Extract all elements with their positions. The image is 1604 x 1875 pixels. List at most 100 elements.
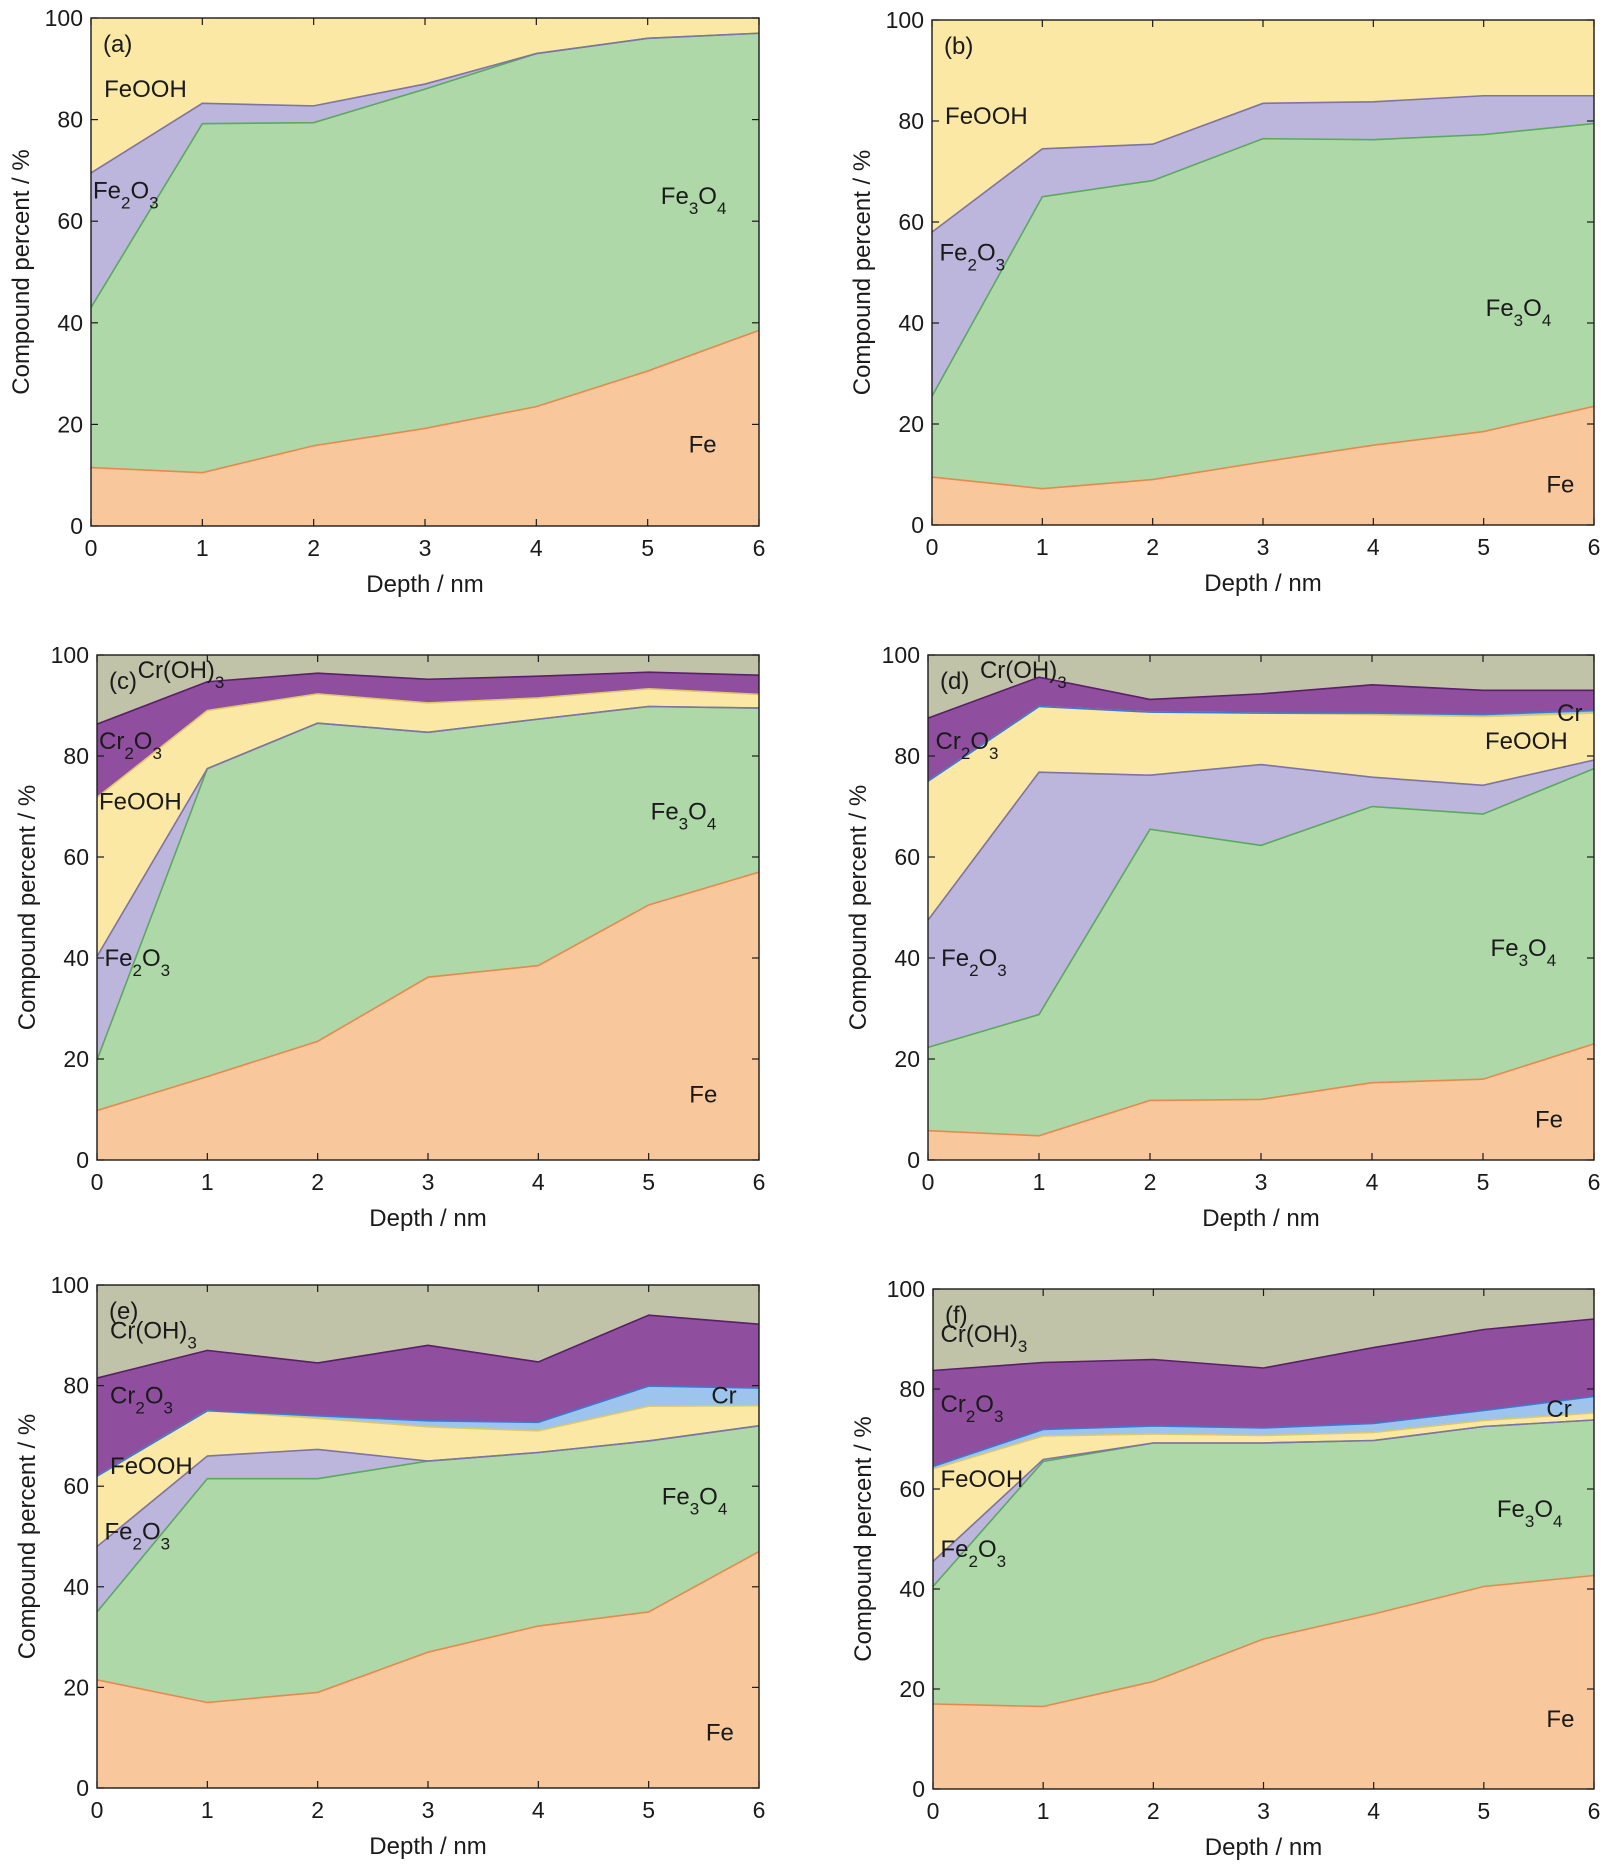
series-label-fe3o4: Fe3O4 bbox=[1497, 1496, 1563, 1531]
area-croh3 bbox=[97, 655, 759, 725]
series-label-feooh: FeOOH bbox=[104, 76, 187, 103]
y-tick-label: 80 bbox=[894, 743, 920, 769]
series-label-croh3: Cr(OH)3 bbox=[110, 1317, 197, 1352]
area-fe bbox=[97, 1551, 759, 1788]
line-fe2o3 bbox=[90, 32, 760, 174]
line-fe2o3 bbox=[927, 759, 1595, 921]
y-tick-label: 40 bbox=[63, 1574, 89, 1600]
series-label-feooh: FeOOH bbox=[110, 1453, 193, 1480]
x-tick-label: 4 bbox=[530, 535, 543, 561]
area-croh3 bbox=[928, 655, 1594, 719]
area-cr2o3 bbox=[933, 1319, 1594, 1467]
line-cr bbox=[96, 1385, 760, 1477]
area-croh3 bbox=[933, 1289, 1594, 1371]
panel-label: (e) bbox=[109, 1298, 138, 1325]
area-feooh bbox=[928, 706, 1594, 921]
line-fe bbox=[90, 329, 760, 474]
x-tick-label: 4 bbox=[532, 1169, 545, 1195]
y-tick-label: 100 bbox=[882, 642, 920, 668]
x-tick-label: 0 bbox=[927, 1798, 940, 1824]
y-tick-label: 0 bbox=[76, 1147, 89, 1173]
series-label-cr: Cr bbox=[711, 1383, 736, 1410]
line-fe bbox=[932, 1574, 1595, 1708]
y-tick-label: 40 bbox=[57, 310, 83, 336]
y-axis-title: Compound percent / % bbox=[845, 785, 872, 1030]
x-tick-label: 1 bbox=[201, 1169, 214, 1195]
y-tick-label: 0 bbox=[911, 512, 924, 538]
x-tick-label: 0 bbox=[85, 535, 98, 561]
area-cr2o3 bbox=[97, 672, 759, 798]
x-tick-label: 3 bbox=[1257, 534, 1270, 560]
y-tick-label: 40 bbox=[899, 1576, 925, 1602]
y-tick-label: 0 bbox=[76, 1775, 89, 1801]
x-tick-label: 4 bbox=[532, 1797, 545, 1823]
area-feooh bbox=[91, 18, 759, 173]
x-tick-label: 4 bbox=[1367, 1798, 1380, 1824]
series-label-fe3o4: Fe3O4 bbox=[661, 183, 727, 218]
series-label-feooh: FeOOH bbox=[1485, 728, 1568, 755]
area-fe2o3 bbox=[932, 95, 1594, 397]
y-tick-label: 80 bbox=[898, 108, 924, 134]
area-fe bbox=[928, 1043, 1594, 1160]
panel-label: (b) bbox=[944, 33, 973, 60]
area-fe3o4 bbox=[932, 123, 1594, 489]
x-tick-label: 2 bbox=[311, 1797, 324, 1823]
area-fe bbox=[932, 406, 1594, 525]
panel-label: (f) bbox=[945, 1302, 968, 1329]
line-feooh bbox=[932, 1412, 1595, 1470]
x-tick-label: 4 bbox=[1366, 1169, 1379, 1195]
series-label-fe: Fe bbox=[689, 1081, 717, 1108]
series-label-fe2o3: Fe2O3 bbox=[940, 239, 1006, 274]
line-cr2o3 bbox=[932, 1318, 1595, 1372]
panel-label: (d) bbox=[940, 668, 969, 695]
y-tick-label: 20 bbox=[57, 411, 83, 437]
x-tick-label: 3 bbox=[1255, 1169, 1268, 1195]
series-label-fe3o4: Fe3O4 bbox=[1486, 295, 1552, 330]
y-axis-title: Compound percent / % bbox=[8, 149, 35, 394]
x-axis-title: Depth / nm bbox=[369, 1205, 486, 1232]
series-label-cr2o3: Cr2O3 bbox=[99, 728, 162, 763]
series-label-croh3: Cr(OH)3 bbox=[138, 657, 225, 692]
x-tick-label: 6 bbox=[1588, 1169, 1601, 1195]
x-tick-label: 0 bbox=[91, 1169, 104, 1195]
area-fe2o3 bbox=[97, 1425, 759, 1612]
area-fe3o4 bbox=[97, 1425, 759, 1703]
line-cr2o3 bbox=[927, 676, 1594, 719]
series-label-fe: Fe bbox=[1535, 1107, 1563, 1134]
series-label-fe2o3: Fe2O3 bbox=[941, 1536, 1007, 1571]
series-label-feooh: FeOOH bbox=[99, 788, 182, 815]
series-label-cr2o3: Cr2O3 bbox=[936, 728, 999, 763]
x-tick-label: 3 bbox=[422, 1169, 435, 1195]
series-label-cr2o3: Cr2O3 bbox=[110, 1383, 173, 1418]
series-label-feooh: FeOOH bbox=[945, 103, 1028, 130]
series-label-fe: Fe bbox=[1546, 1706, 1574, 1733]
y-axis-title: Compound percent / % bbox=[850, 1416, 877, 1661]
x-tick-label: 2 bbox=[1146, 534, 1159, 560]
area-fe3o4 bbox=[928, 768, 1594, 1136]
y-tick-label: 60 bbox=[57, 208, 83, 234]
area-feooh bbox=[933, 1413, 1594, 1562]
line-fe2o3 bbox=[932, 1419, 1595, 1563]
x-tick-label: 0 bbox=[91, 1797, 104, 1823]
y-tick-label: 0 bbox=[912, 1776, 925, 1802]
y-tick-label: 60 bbox=[898, 209, 924, 235]
series-label-fe: Fe bbox=[689, 432, 717, 459]
area-cr2o3 bbox=[928, 677, 1594, 782]
x-axis-title: Depth / nm bbox=[366, 571, 483, 598]
y-tick-label: 20 bbox=[894, 1046, 920, 1072]
y-tick-label: 0 bbox=[907, 1147, 920, 1173]
x-tick-label: 0 bbox=[926, 534, 939, 560]
area-fe2o3 bbox=[91, 33, 759, 308]
y-tick-label: 60 bbox=[63, 844, 89, 870]
area-fe bbox=[91, 330, 759, 526]
series-label-fe3o4: Fe3O4 bbox=[651, 799, 717, 834]
x-tick-label: 1 bbox=[201, 1797, 214, 1823]
series-label-cr2o3: Cr2O3 bbox=[941, 1391, 1004, 1426]
x-tick-label: 6 bbox=[753, 535, 766, 561]
series-label-croh3: Cr(OH)3 bbox=[941, 1321, 1028, 1356]
line-cr bbox=[932, 1395, 1595, 1468]
area-fe3o4 bbox=[933, 1420, 1594, 1707]
